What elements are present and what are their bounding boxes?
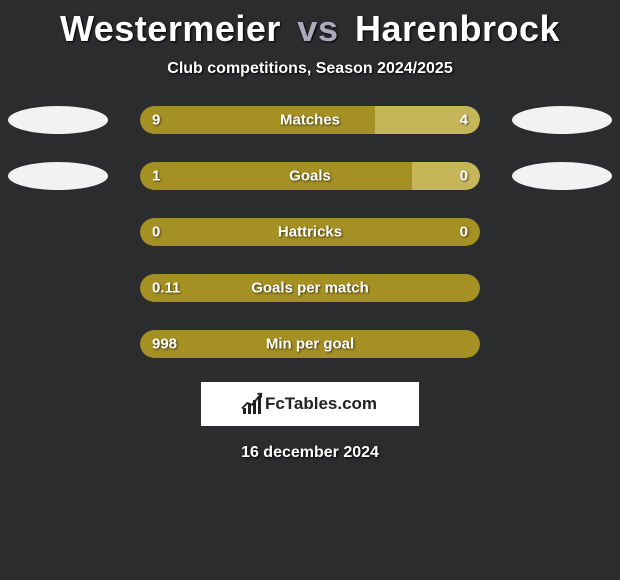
left-value: 1 <box>152 168 160 185</box>
left-value: 9 <box>152 112 160 129</box>
stat-label: Goals <box>289 168 331 185</box>
stat-bar: 1 0 Goals <box>140 162 480 190</box>
bar-segment-left <box>140 162 412 190</box>
stat-label: Matches <box>280 112 340 129</box>
player2-name: Harenbrock <box>355 8 560 49</box>
stat-row: 9 4 Matches <box>0 106 620 134</box>
bar-segment-right <box>412 162 480 190</box>
stat-row: 1 0 Goals <box>0 162 620 190</box>
right-value: 0 <box>460 168 468 185</box>
date-text: 16 december 2024 <box>0 444 620 462</box>
right-ellipse <box>512 106 612 134</box>
stat-row: 0 0 Hattricks <box>0 218 620 246</box>
player1-name: Westermeier <box>60 8 281 49</box>
stat-bar: 0.11 Goals per match <box>140 274 480 302</box>
stat-bar: 998 Min per goal <box>140 330 480 358</box>
stat-row: 998 Min per goal <box>0 330 620 358</box>
left-ellipse <box>8 106 108 134</box>
right-value: 4 <box>460 112 468 129</box>
left-value: 0 <box>152 224 160 241</box>
page-title: Westermeier vs Harenbrock <box>0 0 620 50</box>
vs-text: vs <box>297 8 338 49</box>
left-value: 998 <box>152 336 177 353</box>
branding-box: FcTables.com <box>201 382 419 426</box>
stat-rows: 9 4 Matches 1 0 Goals 0 0 Hattricks 0.11 Goals per… <box>0 106 620 358</box>
left-value: 0.11 <box>152 280 180 297</box>
right-value: 0 <box>460 224 468 241</box>
left-ellipse <box>8 162 108 190</box>
stat-bar: 0 0 Hattricks <box>140 218 480 246</box>
branding-text: FcTables.com <box>265 394 377 414</box>
subtitle: Club competitions, Season 2024/2025 <box>0 60 620 78</box>
stat-label: Min per goal <box>266 336 354 353</box>
right-ellipse <box>512 162 612 190</box>
chart-icon <box>243 394 261 414</box>
stat-label: Goals per match <box>251 280 369 297</box>
stat-row: 0.11 Goals per match <box>0 274 620 302</box>
stat-bar: 9 4 Matches <box>140 106 480 134</box>
stat-label: Hattricks <box>278 224 342 241</box>
